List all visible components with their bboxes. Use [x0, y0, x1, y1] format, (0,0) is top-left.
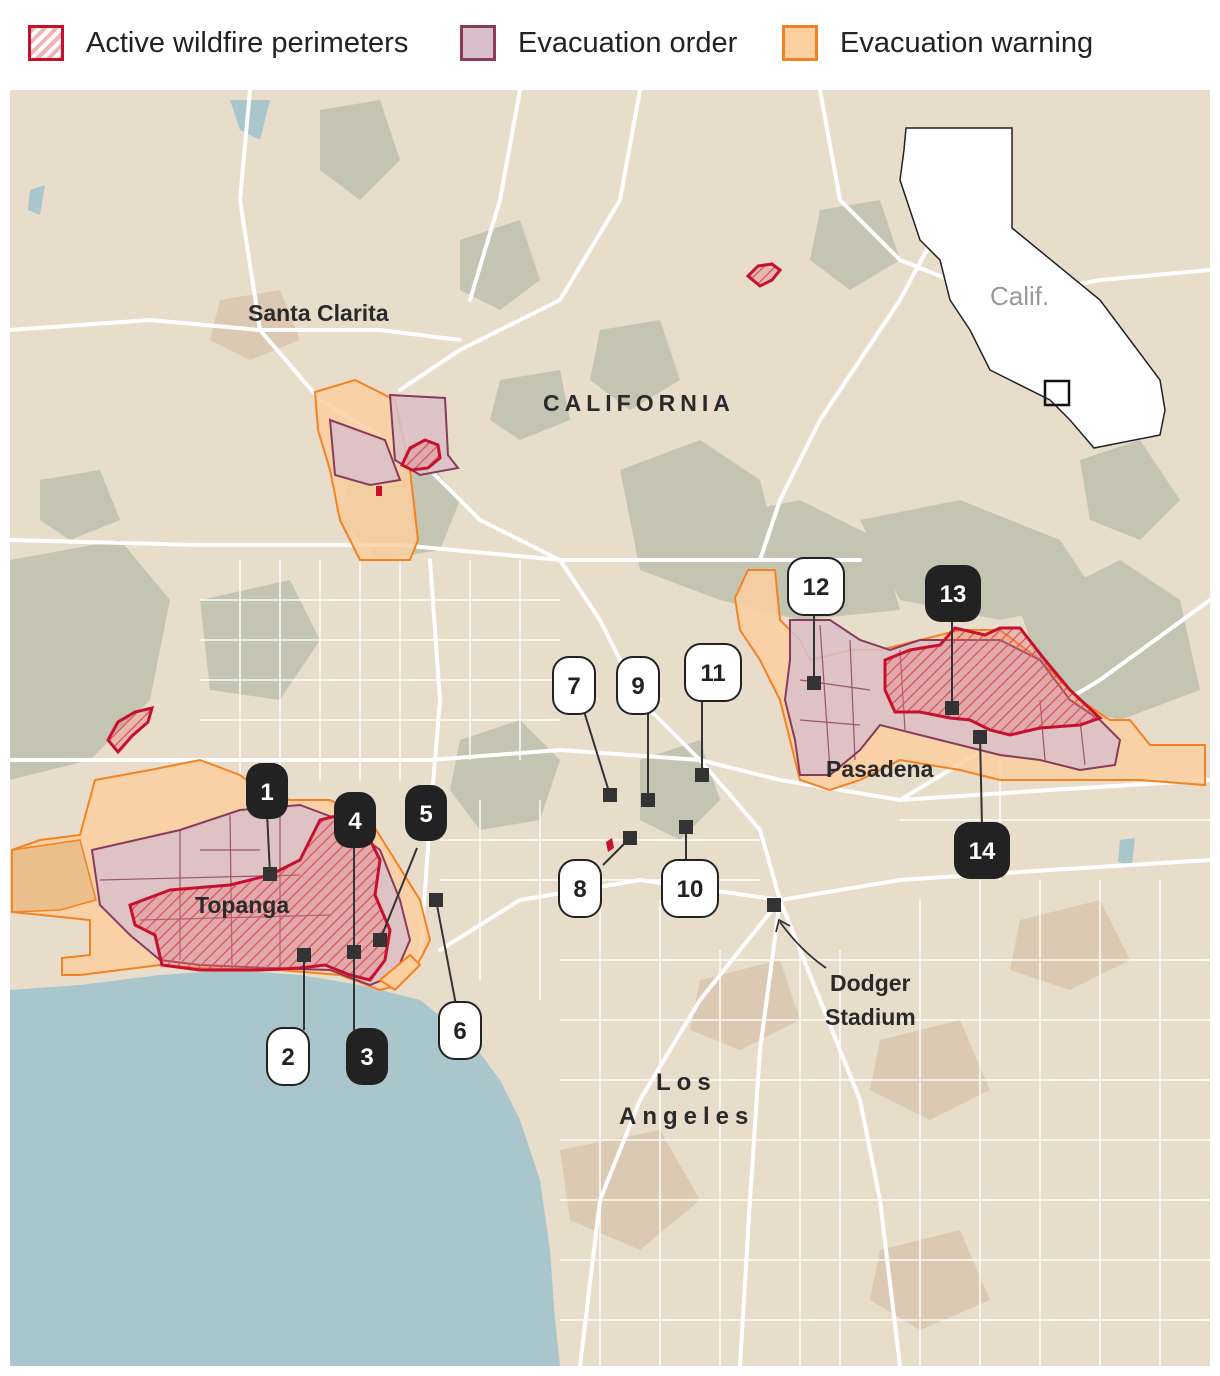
inset-locator-box	[1043, 379, 1071, 407]
marker-11[interactable]: 11	[684, 643, 742, 702]
label-pasadena: Pasadena	[826, 756, 934, 782]
map-area[interactable]: Calif. Santa Clarita CALIFORNIA Pasadena…	[10, 90, 1210, 1366]
label-dodger-line1: Dodger	[830, 970, 911, 996]
legend-label-order: Evacuation order	[518, 26, 738, 59]
legend-label-fire: Active wildfire perimeters	[86, 26, 409, 59]
marker-11-label: 11	[700, 660, 725, 687]
dodger-stadium-arrow	[775, 918, 827, 969]
marker-4[interactable]: 4	[334, 792, 376, 848]
marker-12-label: 12	[803, 574, 830, 601]
marker-6-label: 6	[453, 1018, 466, 1045]
label-california: CALIFORNIA	[543, 390, 735, 416]
label-topanga: Topanga	[195, 892, 289, 918]
marker-14-label: 14	[969, 838, 996, 865]
fire-perimeter-west[interactable]	[106, 705, 155, 755]
santa-clarita-evacuation-zones[interactable]	[313, 378, 460, 561]
palisades-evacuation-zones[interactable]	[11, 758, 432, 992]
label-dodger-line2: Stadium	[825, 1004, 916, 1030]
reservoirs	[28, 100, 1135, 865]
california-inset-map: Calif.	[899, 127, 1166, 449]
marker-1[interactable]: 1	[246, 763, 288, 819]
evacuation-order-swatch	[460, 25, 496, 61]
marker-1-label: 1	[260, 779, 273, 806]
marker-4-label: 4	[348, 808, 362, 835]
marker-6[interactable]: 6	[438, 1001, 482, 1060]
map-legend: Active wildfire perimeters Evacuation or…	[0, 0, 1220, 88]
label-la-line1: Los	[656, 1069, 717, 1096]
marker-3[interactable]: 3	[346, 1028, 388, 1085]
legend-item-order: Evacuation order	[460, 22, 737, 64]
legend-item-fire: Active wildfire perimeters	[28, 22, 408, 64]
inset-label: Calif.	[990, 281, 1049, 311]
evacuation-warning-swatch	[782, 25, 818, 61]
place-labels: Santa Clarita CALIFORNIA Pasadena Topang…	[195, 300, 934, 1130]
marker-13[interactable]: 13	[925, 565, 981, 622]
pacific-ocean	[10, 970, 560, 1366]
location-markers	[263, 676, 987, 962]
numbered-markers: 1 2 3 4 5 6 7 8	[246, 557, 1010, 1086]
marker-8-label: 8	[573, 876, 586, 903]
marker-2-label: 2	[281, 1044, 294, 1071]
pasadena-evacuation-zones[interactable]	[733, 569, 1206, 792]
marker-10-label: 10	[677, 876, 704, 903]
marker-10[interactable]: 10	[661, 859, 719, 918]
fire-perimeter-north[interactable]	[745, 262, 783, 288]
marker-leader-lines	[266, 610, 983, 1040]
label-la-line2: Angeles	[619, 1103, 754, 1130]
marker-13-label: 13	[940, 581, 967, 608]
marker-5[interactable]: 5	[405, 785, 447, 841]
fire-perimeter-swatch	[28, 25, 64, 61]
marker-8[interactable]: 8	[558, 859, 602, 918]
marker-2[interactable]: 2	[266, 1027, 310, 1086]
marker-9-label: 9	[631, 673, 644, 700]
marker-7[interactable]: 7	[552, 656, 596, 715]
legend-label-warning: Evacuation warning	[840, 26, 1094, 59]
legend-item-warning: Evacuation warning	[782, 22, 1093, 64]
marker-5-label: 5	[419, 801, 432, 828]
fire-perimeter-small[interactable]	[606, 838, 614, 852]
marker-3-label: 3	[360, 1044, 373, 1071]
marker-9[interactable]: 9	[616, 656, 660, 715]
label-santa-clarita: Santa Clarita	[248, 300, 389, 326]
marker-7-label: 7	[567, 673, 580, 700]
marker-12[interactable]: 12	[787, 557, 845, 616]
marker-14[interactable]: 14	[954, 822, 1010, 879]
